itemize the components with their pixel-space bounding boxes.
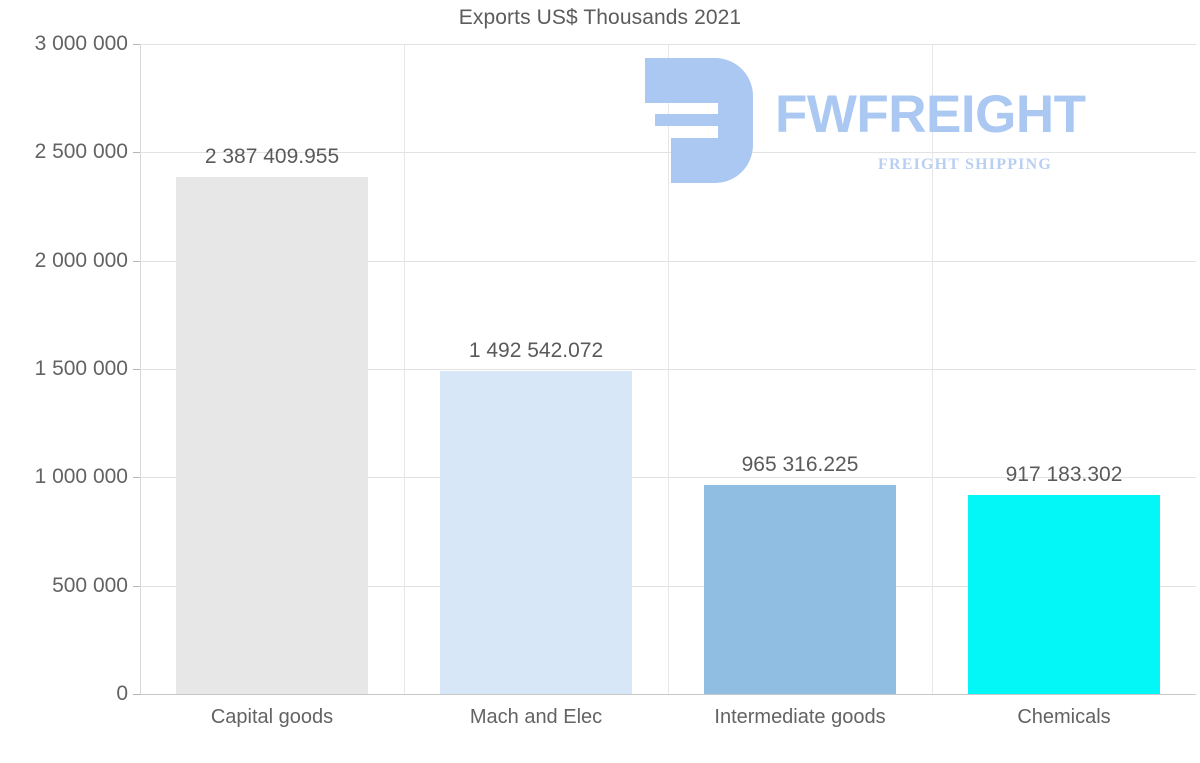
y-axis-tick-label: 3 000 000 [34,32,128,55]
y-axis-tick-label: 0 [116,682,128,705]
y-axis-tick-mark [133,694,140,695]
y-axis-tick-label: 2 500 000 [34,140,128,164]
x-axis-tick-label: Intermediate goods [714,706,886,728]
gridline-vertical [404,44,405,694]
y-axis-tick-mark [133,369,140,370]
chart-title: Exports US$ Thousands 2021 [458,6,742,29]
gridline-vertical [932,44,933,694]
y-axis-tick-mark [133,477,140,479]
y-axis-tick-mark [133,152,140,154]
y-axis-tick-mark [133,585,140,587]
y-axis-tick-label: 500 000 [52,573,128,597]
bar[interactable] [704,484,896,694]
bar-value-label: 1 492 542.072 [468,338,604,362]
gridline-vertical [668,44,669,694]
y-axis-tick-mark [133,260,140,262]
y-axis-labels: 0 500 000 1 000 000 1 500 000 2 000 000 2 500… [0,32,128,705]
bar[interactable] [440,370,632,694]
y-axis-tick-mark [133,44,140,45]
y-axis-tick-label: 1 500 000 [34,357,128,380]
bar-value-label: 917 183.302 [1005,463,1123,487]
plot-area [140,44,1196,695]
y-axis-tick-label: 1 000 000 [34,465,128,489]
y-axis-tick-label: 2 000 000 [34,248,128,272]
bar-value-label: 2 387 409.955 [204,144,340,168]
x-axis-tick-label: Chemicals [1017,706,1111,728]
bar[interactable] [176,176,368,694]
bar-value-label: 965 316.225 [741,452,859,476]
x-axis-tick-label: Capital goods [210,706,334,728]
x-axis-tick-label: Mach and Elec [469,706,603,728]
bar[interactable] [968,495,1160,694]
gridline-horizontal [140,694,1196,695]
